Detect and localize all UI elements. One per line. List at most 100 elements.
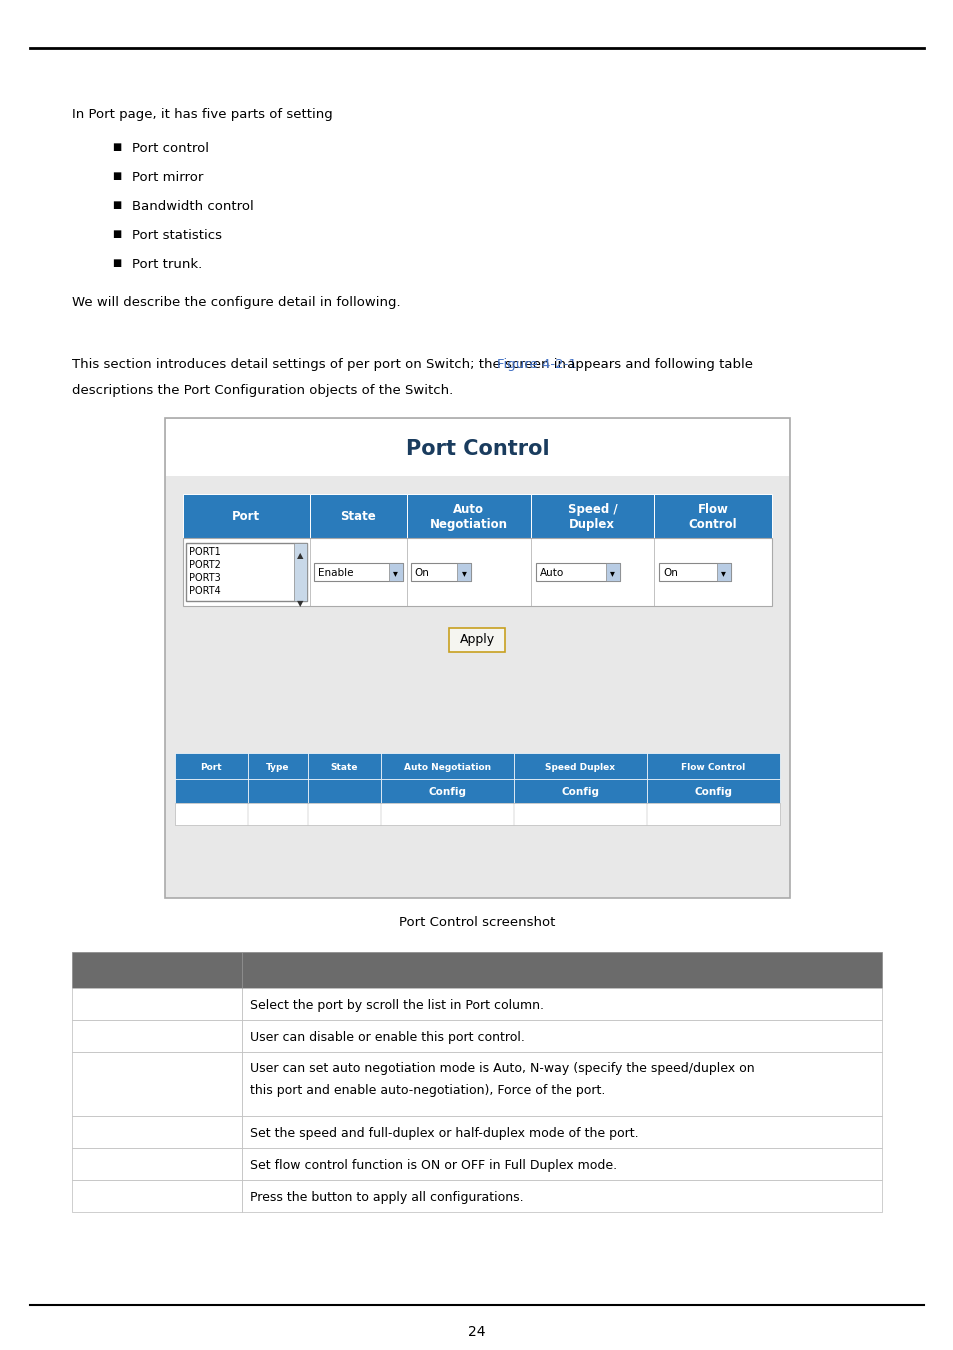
Text: Port Control screenshot: Port Control screenshot [399,917,555,929]
Text: Apply: Apply [459,633,495,647]
Bar [71,1180,242,1212]
Text: Port statistics: Port statistics [132,230,222,242]
Bar [308,753,380,779]
Bar [514,779,646,803]
Text: Config: Config [560,787,598,796]
Bar [248,753,308,779]
Text: Bandwidth control: Bandwidth control [132,200,253,213]
Text: Auto
Negotiation: Auto Negotiation [429,504,507,531]
Bar [71,1148,242,1180]
Text: Speed Duplex: Speed Duplex [545,763,615,771]
Bar [71,988,242,1021]
Bar [242,1116,882,1148]
Bar [71,1052,242,1116]
Text: Config: Config [428,787,466,796]
Bar [314,563,402,580]
Text: ▾: ▾ [461,568,466,578]
Text: Press the button to apply all configurations.: Press the button to apply all configurat… [250,1191,523,1203]
Text: PORT4: PORT4 [189,586,220,595]
Text: Auto: Auto [539,568,563,578]
Bar [646,753,780,779]
Text: ■: ■ [112,258,121,269]
Bar [456,563,471,580]
Bar [514,753,646,779]
Bar [186,543,306,601]
Text: ▾: ▾ [393,568,397,578]
Text: ▼: ▼ [296,599,303,608]
Text: On: On [415,568,429,578]
Bar [294,543,306,601]
Text: Set flow control function is ON or OFF in Full Duplex mode.: Set flow control function is ON or OFF i… [250,1158,617,1172]
Text: 24: 24 [468,1324,485,1339]
Text: PORT3: PORT3 [189,572,220,583]
Text: descriptions the Port Configuration objects of the Switch.: descriptions the Port Configuration obje… [71,383,453,397]
Bar [308,779,380,803]
Text: Figure 4-2-1: Figure 4-2-1 [497,358,577,371]
Bar [242,1148,882,1180]
Text: PORT1: PORT1 [189,547,220,558]
Text: ▾: ▾ [720,568,725,578]
Text: ▾: ▾ [610,568,615,578]
Bar [310,494,406,539]
Text: Config: Config [694,787,732,796]
Bar [242,1021,882,1052]
Bar [242,1180,882,1212]
Bar [71,1021,242,1052]
Text: Enable: Enable [317,568,353,578]
Bar [406,494,530,539]
Text: State: State [340,510,375,524]
Text: Port: Port [232,510,260,524]
Text: In Port page, it has five parts of setting: In Port page, it has five parts of setti… [71,108,333,122]
Text: Set the speed and full-duplex or half-duplex mode of the port.: Set the speed and full-duplex or half-du… [250,1126,638,1139]
Bar [380,779,514,803]
Bar [183,539,771,606]
Bar [71,952,882,988]
Bar [71,1116,242,1148]
Bar [449,628,505,652]
Bar [183,494,310,539]
Bar [411,563,471,580]
Text: Select the port by scroll the list in Port column.: Select the port by scroll the list in Po… [250,999,543,1011]
Bar [646,779,780,803]
Bar [242,1052,882,1116]
Text: Type: Type [266,763,290,771]
Text: PORT2: PORT2 [189,560,221,570]
Bar [242,988,882,1021]
Bar [165,418,789,898]
Text: ■: ■ [112,171,121,181]
Bar [174,779,248,803]
Text: Port mirror: Port mirror [132,171,203,184]
Text: Auto Negotiation: Auto Negotiation [403,763,490,771]
Text: Port Control: Port Control [405,439,549,459]
Text: ■: ■ [112,200,121,211]
Text: Port trunk.: Port trunk. [132,258,202,271]
Text: Speed /
Duplex: Speed / Duplex [567,504,617,531]
Text: User can set auto negotiation mode is Auto, N-way (specify the speed/duplex on: User can set auto negotiation mode is Au… [250,1062,754,1075]
Bar [659,563,730,580]
Text: ▲: ▲ [296,551,303,560]
Text: ■: ■ [112,230,121,239]
Text: Flow
Control: Flow Control [688,504,737,531]
Bar [248,779,308,803]
Text: This section introduces detail settings of per port on Switch; the screen in: This section introduces detail settings … [71,358,570,371]
Bar [166,418,788,477]
Text: State: State [331,763,357,771]
Bar [174,803,780,825]
Text: ■: ■ [112,142,121,153]
Bar [605,563,618,580]
Bar [530,494,654,539]
Text: Port control: Port control [132,142,209,155]
Bar [535,563,618,580]
Text: Port: Port [200,763,222,771]
Text: Flow Control: Flow Control [680,763,745,771]
Text: User can disable or enable this port control.: User can disable or enable this port con… [250,1030,524,1044]
Text: On: On [662,568,678,578]
Text: appears and following table: appears and following table [562,358,753,371]
Bar [654,494,771,539]
Bar [174,753,248,779]
Text: We will describe the configure detail in following.: We will describe the configure detail in… [71,296,400,309]
Bar [389,563,402,580]
Text: this port and enable auto-negotiation), Force of the port.: this port and enable auto-negotiation), … [250,1084,605,1098]
Bar [716,563,730,580]
Bar [380,753,514,779]
